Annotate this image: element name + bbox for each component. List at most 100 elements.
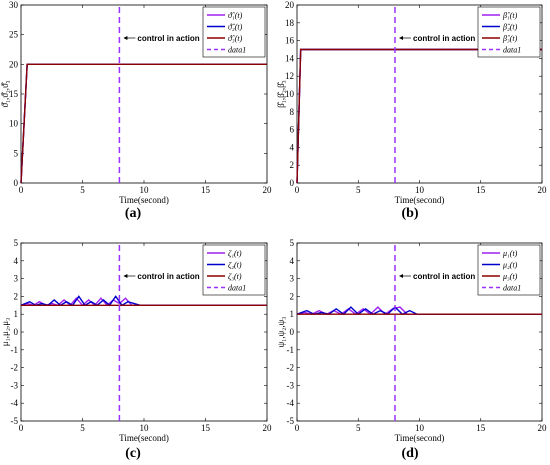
panel-caption: (b)	[401, 206, 418, 221]
y-tick-label: -3	[11, 380, 19, 390]
legend-label: ζ₃(t)	[228, 272, 242, 281]
y-tick-label: 2	[290, 291, 295, 301]
x-axis-label: Time(second)	[119, 195, 169, 205]
x-tick-label: 10	[140, 185, 150, 195]
annotation-text: control in action	[413, 272, 475, 281]
y-tick-label: -1	[287, 345, 295, 355]
y-tick-label: 15	[9, 89, 19, 99]
y-tick-label: 8	[290, 107, 295, 117]
x-tick-label: 10	[140, 423, 150, 433]
legend-label: ϑ̂₂(t)	[228, 23, 243, 32]
series-line-2	[20, 295, 267, 307]
x-tick-label: 20	[263, 185, 273, 195]
y-tick-label: 30	[9, 0, 19, 10]
y-tick-label: 4	[290, 256, 295, 266]
x-tick-label: 0	[19, 185, 24, 195]
x-tick-label: 20	[538, 185, 548, 195]
legend-label: β̂₂(t)	[502, 23, 518, 32]
y-tick-label: 0	[14, 327, 19, 337]
annotation-arrowhead	[123, 274, 128, 278]
y-tick-label: -3	[287, 380, 295, 390]
x-tick-label: 15	[201, 423, 211, 433]
y-tick-label: 1	[14, 309, 19, 319]
y-tick-label: 5	[14, 238, 19, 248]
legend-label: data1	[228, 284, 246, 293]
y-tick-label: 3	[290, 274, 295, 284]
annotation-arrowhead	[399, 274, 403, 278]
y-axis-label: ψ₁,ψ₂,ψ₃	[276, 317, 286, 348]
series-line-3	[20, 63, 267, 184]
y-axis-label: ϑ̂₁,ϑ̂₂,ϑ̂₃	[0, 80, 10, 107]
x-axis-label: Time(second)	[395, 195, 445, 205]
legend-label: β̂₁(t)	[502, 11, 518, 20]
annotation-text: control in action	[137, 272, 199, 281]
legend-label: ζ₁(t)	[228, 249, 242, 258]
y-tick-label: 20	[285, 0, 295, 10]
y-tick-label: -1	[11, 345, 19, 355]
x-tick-label: 20	[538, 423, 548, 433]
x-tick-label: 5	[356, 185, 361, 195]
y-tick-label: 20	[9, 59, 19, 69]
legend-label: ζ₂(t)	[228, 261, 242, 270]
y-tick-label: 0	[14, 178, 19, 188]
y-tick-label: 5	[290, 238, 295, 248]
x-tick-label: 5	[80, 185, 85, 195]
legend-label: μ₂(t)	[502, 261, 518, 270]
panel-caption: (d)	[401, 446, 418, 461]
annotation-arrowhead	[123, 36, 128, 40]
x-axis-label: Time(second)	[395, 433, 445, 443]
x-tick-label: 15	[476, 423, 486, 433]
panel-caption: (a)	[125, 206, 142, 221]
chart-panel-b: 0 5 10 15 20 0 2 4 6 8 10 12 14 16 18 20 Time(second) β̂₁…	[276, 0, 547, 221]
x-tick-label: 0	[19, 423, 24, 433]
chart-panel-c: 0 5 10 15 20 -5 -4 -3 -2 -1 0 1 2 3 4 5 Time(second) μ₁,μ…	[0, 238, 272, 461]
series-line-3	[296, 48, 542, 184]
x-axis-label: Time(second)	[119, 433, 169, 443]
x-tick-label: 5	[356, 423, 361, 433]
y-tick-label: 1	[290, 309, 295, 319]
x-tick-label: 15	[476, 185, 486, 195]
x-tick-label: 15	[201, 185, 211, 195]
annotation-text: control in action	[137, 34, 199, 43]
y-tick-label: 16	[285, 36, 295, 46]
x-tick-label: 10	[415, 423, 425, 433]
x-tick-label: 0	[295, 185, 300, 195]
chart-panel-a: 0 5 10 15 20 0 5 10 15 20 25 30 Time(second) ϑ̂₁,ϑ̂₂,…	[0, 0, 272, 221]
y-tick-label: 4	[290, 142, 295, 152]
legend-label: μ₃(t)	[502, 272, 518, 281]
legend-label: ϑ̂₁(t)	[228, 11, 243, 20]
x-tick-label: 10	[415, 185, 425, 195]
y-axis-label: β̂₁,β̂₂,β̂₃	[276, 80, 286, 108]
y-tick-label: -5	[11, 416, 19, 426]
y-tick-label: 18	[285, 18, 295, 28]
y-tick-label: -4	[11, 398, 19, 408]
y-axis-label: μ₁,μ₂,μ₃	[0, 318, 10, 346]
y-tick-label: 0	[290, 178, 295, 188]
legend-label: data1	[503, 46, 521, 55]
y-tick-label: 14	[285, 53, 295, 63]
y-tick-label: 0	[290, 327, 295, 337]
chart-panel-d: 0 5 10 15 20 -5 -4 -3 -2 -1 0 1 2 3 4 5 Time(second) ψ₁,ψ…	[276, 238, 547, 461]
x-tick-label: 0	[295, 423, 300, 433]
legend-label: β̂₃(t)	[502, 34, 518, 43]
y-tick-label: -2	[287, 363, 295, 373]
y-tick-label: -2	[11, 363, 19, 373]
y-tick-label: 3	[14, 274, 19, 284]
legend-label: μ₁(t)	[502, 249, 518, 258]
annotation-arrowhead	[399, 36, 403, 40]
annotation-text: control in action	[413, 34, 475, 43]
y-tick-label: 5	[14, 148, 19, 158]
y-tick-label: -4	[287, 398, 295, 408]
y-tick-label: -5	[287, 416, 295, 426]
y-tick-label: 10	[285, 89, 295, 99]
y-tick-label: 25	[9, 30, 19, 40]
y-tick-label: 6	[290, 125, 295, 135]
legend-label: data1	[503, 284, 521, 293]
legend-label: data1	[228, 46, 246, 55]
y-tick-label: 4	[14, 256, 19, 266]
y-tick-label: 2	[14, 291, 19, 301]
y-tick-label: 12	[285, 71, 294, 81]
x-tick-label: 20	[263, 423, 273, 433]
panel-caption: (c)	[125, 446, 141, 461]
